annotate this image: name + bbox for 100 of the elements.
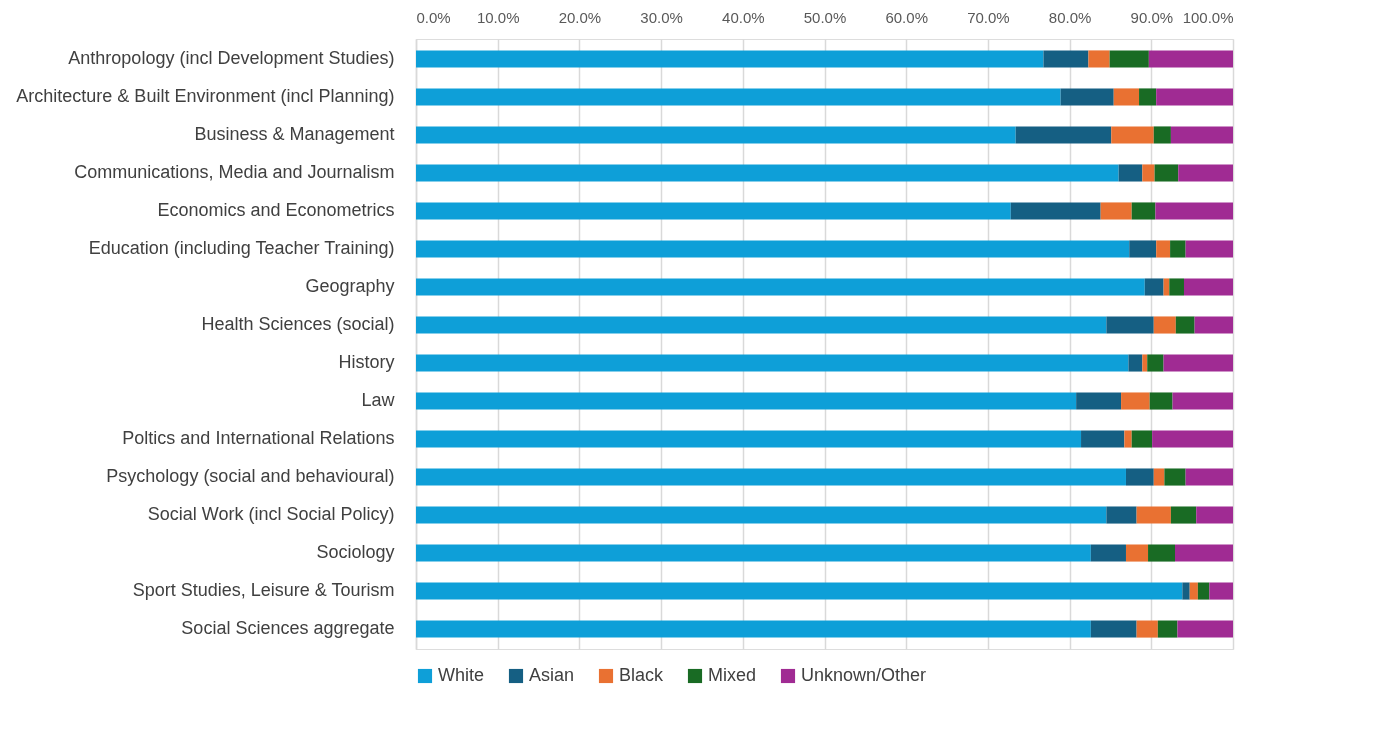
y-tick-label: Psychology (social and behavioural) (106, 466, 395, 487)
bar (1153, 468, 1165, 486)
x-tick-label: 60.0% (885, 8, 928, 26)
bar (1177, 620, 1233, 638)
bar (1196, 506, 1233, 524)
bar (1131, 202, 1156, 220)
y-tick-label: Communications, Media and Journalism (74, 161, 395, 182)
bar (1182, 582, 1190, 600)
bar (416, 544, 1091, 562)
bar (1175, 316, 1195, 334)
bar (1155, 202, 1233, 220)
x-tick-label: 30.0% (640, 8, 683, 26)
y-tick-label: Architecture & Built Environment (incl Planning) (16, 85, 395, 106)
x-tick-label: 10.0% (476, 8, 520, 26)
bar (1144, 278, 1164, 296)
bar (1142, 354, 1148, 372)
bar (1153, 316, 1176, 334)
bar (1197, 582, 1210, 600)
legend-label: Black (619, 665, 665, 685)
y-tick-label: Sociology (316, 542, 395, 563)
y-tick-label: Sport Studies, Leisure & Tourism (132, 580, 395, 601)
bar (1164, 468, 1186, 486)
bar (416, 316, 1107, 334)
legend-label: White (438, 665, 485, 685)
y-tick-label: Social Sciences aggregate (181, 618, 395, 639)
bar (1121, 392, 1150, 410)
bar (416, 506, 1107, 524)
y-tick-label: Education (including Teacher Training) (88, 237, 395, 258)
x-tick-label: 50.0% (803, 8, 847, 26)
bar (1189, 582, 1198, 600)
bar (1163, 354, 1233, 372)
bar (416, 88, 1061, 106)
bar (1125, 468, 1154, 486)
y-tick-label: Health Sciences (social) (201, 314, 395, 334)
x-tick-label: 20.0% (558, 8, 602, 26)
bar (1106, 316, 1154, 334)
bar (1109, 50, 1149, 68)
legend-label: Mixed (708, 665, 757, 685)
x-tick-label: 80.0% (1048, 8, 1092, 26)
bar (1157, 620, 1178, 638)
x-tick-label: 100.0% (1182, 8, 1234, 26)
bar (1076, 392, 1122, 410)
bar (1142, 164, 1155, 182)
bar (1118, 164, 1143, 182)
y-tick-label: Business & Management (194, 123, 395, 144)
bar (1209, 582, 1233, 600)
bar (416, 582, 1183, 600)
y-tick-label: Poltics and International Relations (122, 428, 395, 449)
bar (1081, 430, 1125, 448)
bar (1169, 278, 1184, 296)
bar (1043, 50, 1089, 68)
bar (1149, 392, 1173, 410)
bar (1154, 164, 1179, 182)
bar (1153, 126, 1171, 144)
bar (416, 164, 1119, 182)
bar (416, 126, 1016, 144)
legend-label: Asian (529, 665, 575, 685)
bar (1152, 430, 1233, 448)
bar (1147, 354, 1164, 372)
bar (1136, 620, 1158, 638)
bar (1088, 50, 1110, 68)
bar (1163, 278, 1170, 296)
bar (1131, 430, 1153, 448)
bar (1113, 88, 1140, 106)
bar (416, 354, 1129, 372)
y-tick-label: Law (361, 390, 396, 411)
bar (416, 468, 1126, 486)
y-tick-label: History (338, 352, 395, 372)
bar (1170, 240, 1186, 258)
bar (416, 50, 1044, 68)
bar (1090, 620, 1137, 638)
bar (1128, 354, 1143, 372)
bar (1178, 164, 1233, 182)
x-tick-label: 70.0% (967, 8, 1010, 26)
bar (1111, 126, 1154, 144)
bar (1015, 126, 1112, 144)
y-tick-label: Geography (305, 275, 395, 296)
bar (416, 202, 1011, 220)
legend-label: Unknown/Other (801, 665, 927, 685)
bar (1194, 316, 1233, 334)
bar (416, 620, 1091, 638)
bar (1139, 88, 1157, 106)
bar (416, 278, 1145, 296)
bar (416, 240, 1130, 258)
y-tick-label: Anthropology (incl Development Studies) (68, 47, 395, 68)
bar (1010, 202, 1101, 220)
bar (416, 392, 1077, 410)
y-tick-label: Social Work (incl Social Policy) (147, 504, 395, 525)
x-tick-label: 40.0% (722, 8, 765, 26)
bar (1172, 392, 1233, 410)
bar (1148, 544, 1175, 562)
bar (1129, 240, 1157, 258)
bar (1185, 468, 1233, 486)
bar (1183, 278, 1233, 296)
x-tick-label: 90.0% (1130, 8, 1174, 26)
bar (1170, 126, 1233, 144)
bar (1106, 506, 1137, 524)
bar (1100, 202, 1132, 220)
bar (1125, 544, 1149, 562)
bar (1124, 430, 1132, 448)
